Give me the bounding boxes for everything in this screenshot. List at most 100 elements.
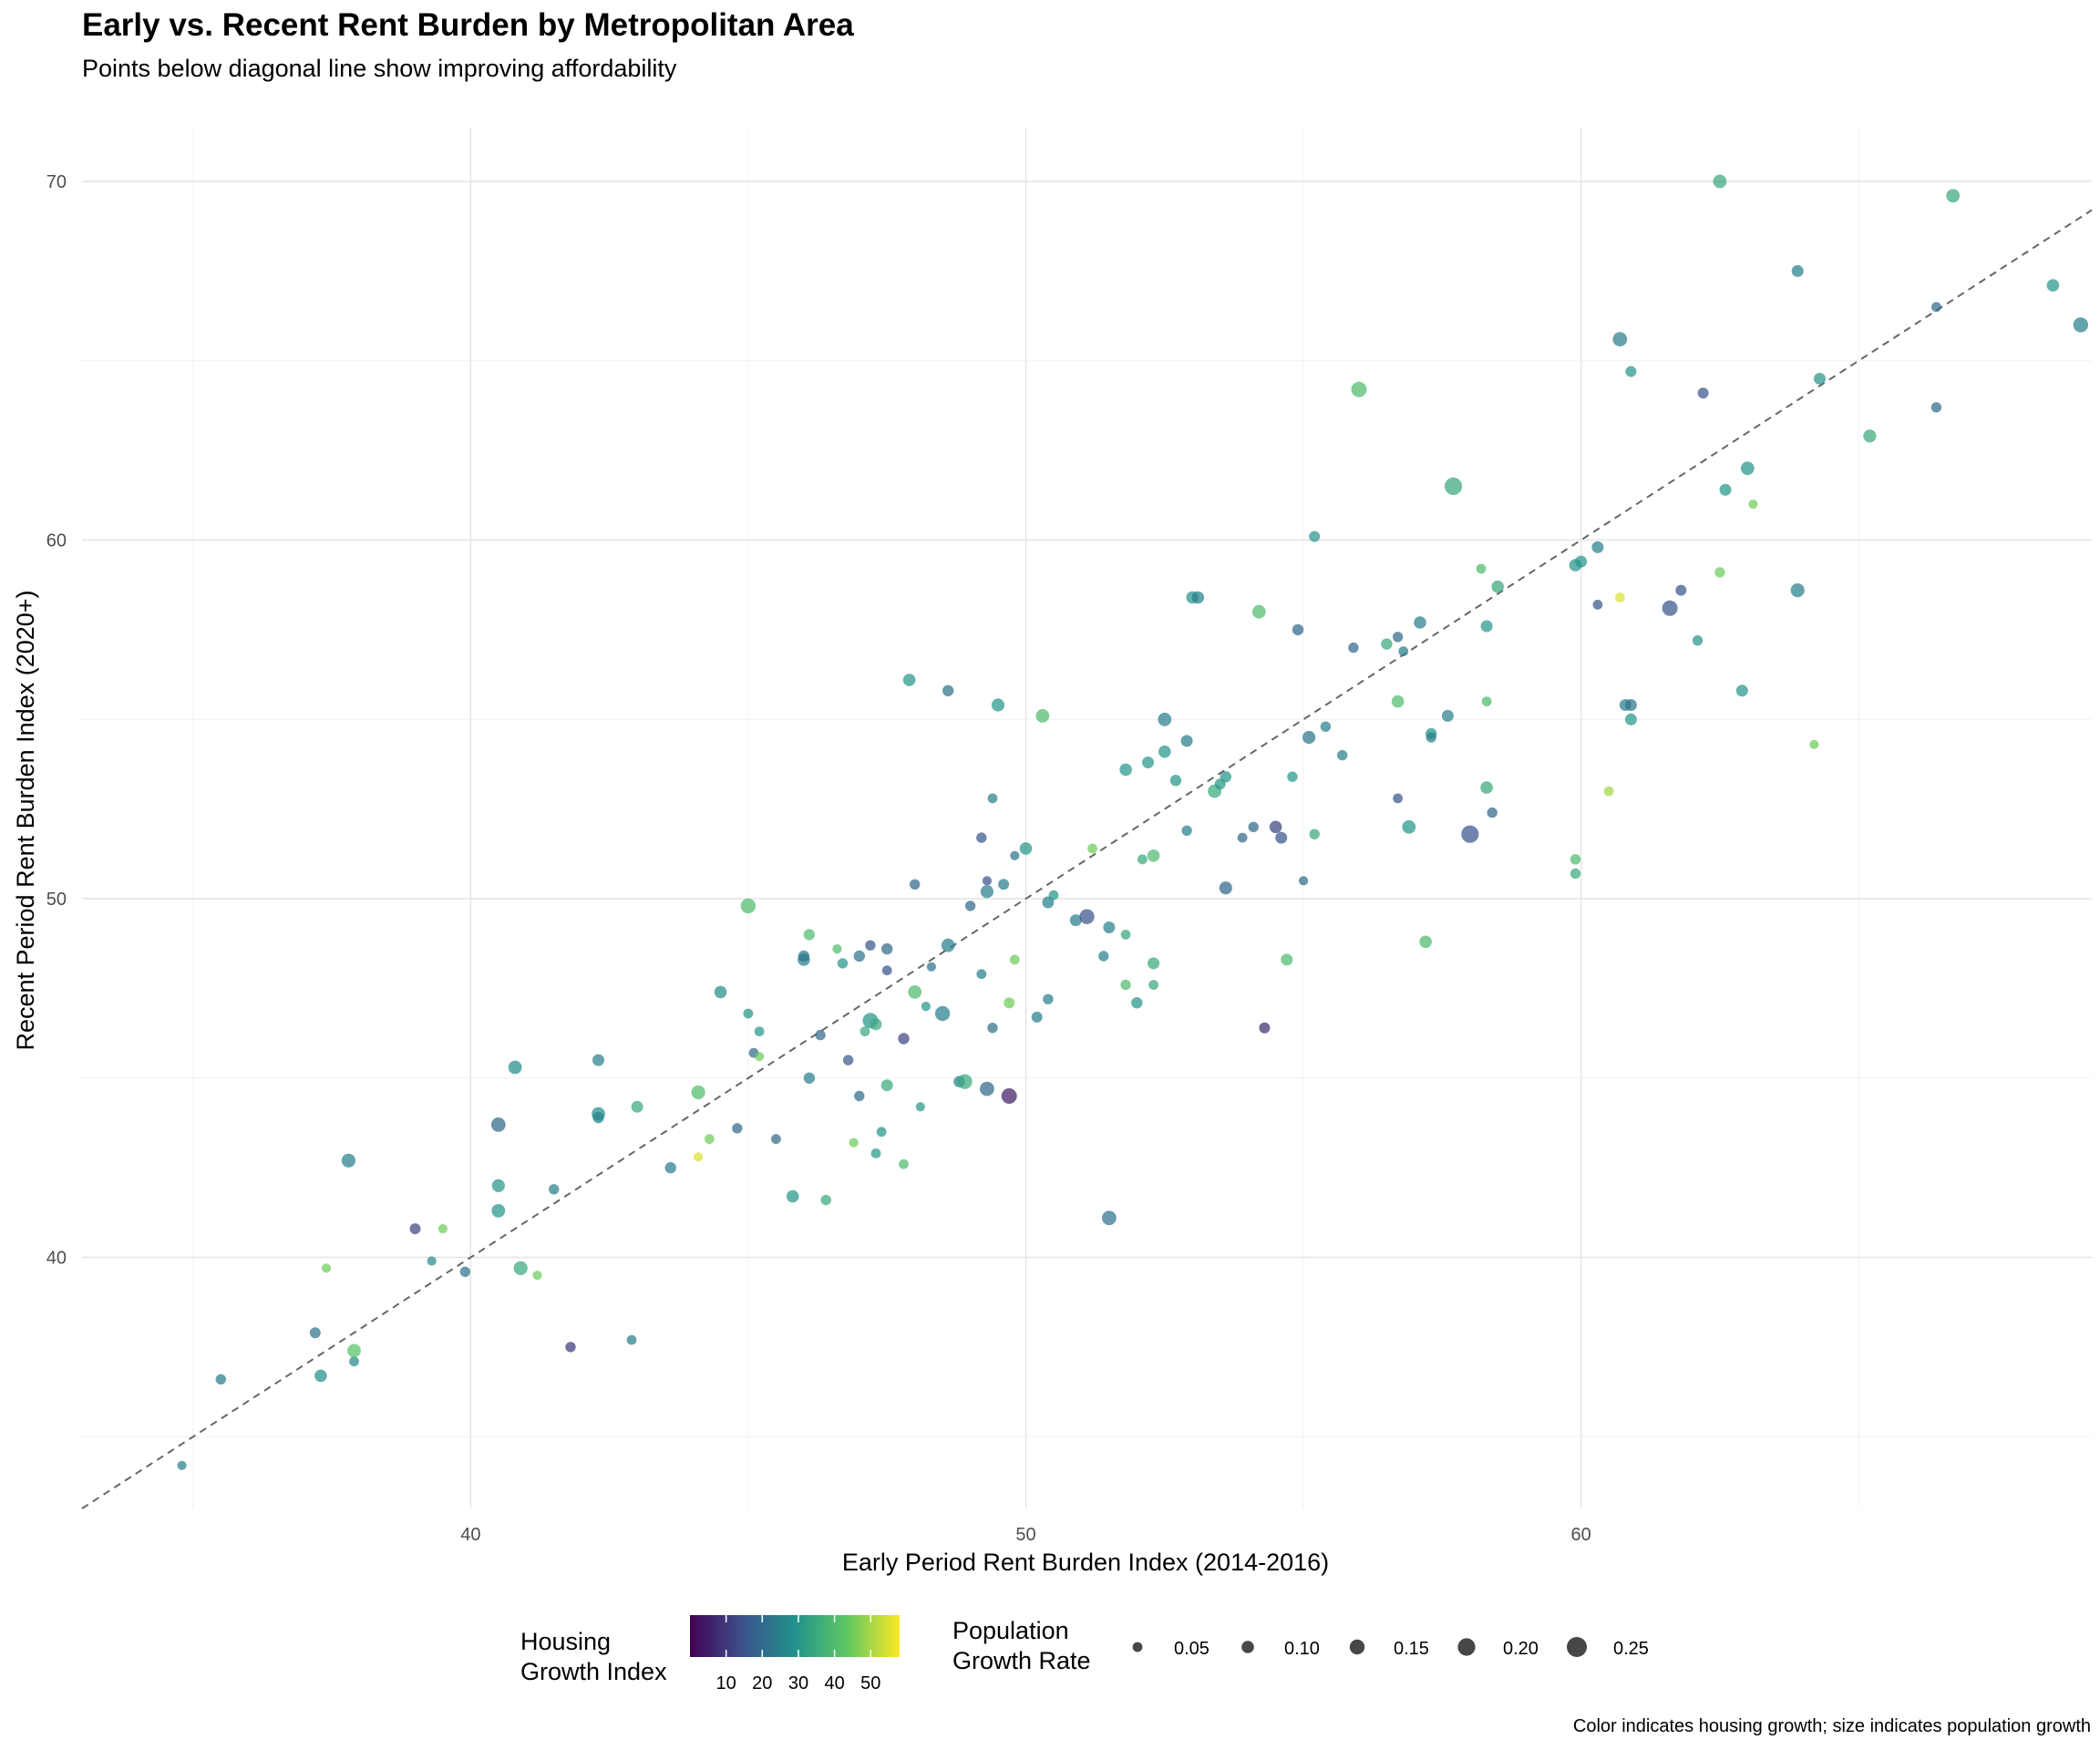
data-point	[1791, 264, 1804, 277]
data-point	[592, 1054, 604, 1066]
data-point	[1259, 1022, 1271, 1034]
chart-subtitle: Points below diagonal line show improvin…	[82, 55, 677, 82]
data-point	[1269, 820, 1282, 834]
data-point	[1220, 771, 1232, 783]
x-tick-label: 40	[460, 1525, 480, 1545]
data-point	[1461, 825, 1479, 843]
color-legend-title-line-2: Growth Index	[520, 1658, 667, 1685]
data-point	[1131, 997, 1143, 1009]
color-scale-bar	[690, 1615, 900, 1657]
data-point	[1348, 642, 1359, 654]
data-point	[803, 929, 816, 941]
data-point	[1625, 365, 1637, 377]
color-legend: Housing Growth Index 10 20 30 40 50	[520, 1615, 900, 1693]
data-point	[1299, 876, 1309, 886]
tick-labels: 40 50 60 40 50 60 70	[46, 172, 1591, 1545]
data-point	[1476, 563, 1487, 574]
y-tick-label: 50	[46, 890, 67, 910]
data-point	[1863, 429, 1877, 443]
data-point	[1393, 793, 1403, 804]
data-point	[1102, 1210, 1117, 1226]
data-point	[870, 1148, 881, 1158]
data-point	[1444, 477, 1463, 496]
data-point	[1570, 854, 1581, 865]
size-legend-label: 0.25	[1613, 1639, 1649, 1659]
data-point	[491, 1204, 506, 1218]
color-scale-label: 20	[752, 1673, 772, 1693]
data-point	[1031, 1011, 1043, 1023]
data-point	[1087, 843, 1097, 854]
y-tick-label: 70	[46, 172, 67, 192]
data-point	[1591, 540, 1604, 553]
data-point	[1148, 980, 1158, 990]
data-point	[1120, 930, 1131, 940]
data-point	[957, 1074, 973, 1089]
data-point	[347, 1343, 361, 1358]
data-point	[1719, 483, 1732, 496]
data-point	[898, 1033, 910, 1045]
data-point	[832, 944, 842, 954]
data-point	[1481, 696, 1492, 706]
data-point	[1142, 757, 1154, 768]
data-point	[694, 1152, 704, 1162]
data-point	[459, 1266, 470, 1278]
data-point	[349, 1356, 359, 1367]
size-legend-title-line-2: Growth Rate	[952, 1647, 1091, 1674]
data-point	[341, 1153, 355, 1168]
data-point	[771, 1134, 781, 1145]
data-point	[991, 698, 1005, 712]
data-point	[921, 1002, 932, 1012]
data-point	[1392, 632, 1404, 643]
size-legend: Population Growth Rate 0.05 0.10 0.15 0.20 0…	[952, 1617, 1649, 1674]
data-point	[908, 985, 922, 999]
data-point	[1575, 555, 1588, 568]
data-point	[1931, 302, 1941, 313]
chart-caption: Color indicates housing growth; size ind…	[1572, 1716, 2091, 1736]
data-point	[1035, 709, 1050, 723]
data-point	[1309, 530, 1321, 542]
size-legend-title-line-1: Population	[952, 1617, 1069, 1644]
data-point	[1158, 712, 1172, 726]
data-point	[941, 938, 955, 952]
data-point	[215, 1374, 226, 1385]
data-point	[1309, 829, 1320, 839]
data-point	[1675, 584, 1687, 596]
data-point	[1714, 567, 1725, 578]
diagonal-reference-line	[81, 209, 2093, 1509]
data-point	[910, 879, 921, 890]
data-point	[314, 1369, 327, 1383]
data-point	[881, 965, 892, 976]
data-point	[1930, 402, 1942, 413]
size-legend-label: 0.10	[1284, 1639, 1320, 1659]
data-point	[177, 1460, 187, 1470]
data-point	[1219, 881, 1232, 895]
data-point	[1237, 832, 1248, 843]
data-point	[755, 1052, 765, 1062]
data-point	[2073, 317, 2088, 333]
data-point	[532, 1271, 542, 1281]
color-legend-title-line-1: Housing	[520, 1628, 611, 1655]
data-point	[1010, 850, 1020, 860]
data-point	[1248, 821, 1259, 832]
color-scale-label: 30	[788, 1673, 808, 1693]
data-point	[876, 1127, 887, 1138]
color-scale-label: 50	[860, 1673, 880, 1693]
data-point	[915, 1102, 925, 1112]
color-scale-label: 10	[716, 1673, 736, 1693]
data-point	[409, 1223, 421, 1235]
data-point	[1480, 781, 1493, 794]
data-point	[1592, 600, 1603, 610]
data-point	[1169, 775, 1182, 787]
data-point	[1662, 600, 1678, 616]
data-point	[1019, 842, 1033, 855]
data-point	[490, 1117, 506, 1132]
data-point	[754, 1026, 765, 1036]
data-point	[1692, 635, 1704, 646]
data-point	[1251, 604, 1266, 619]
data-point	[786, 1189, 799, 1203]
y-axis-title: Recent Period Rent Burden Index (2020+)	[12, 590, 39, 1050]
data-point	[1001, 1088, 1017, 1104]
size-legend-key	[1457, 1638, 1476, 1656]
data-point	[1103, 921, 1116, 933]
